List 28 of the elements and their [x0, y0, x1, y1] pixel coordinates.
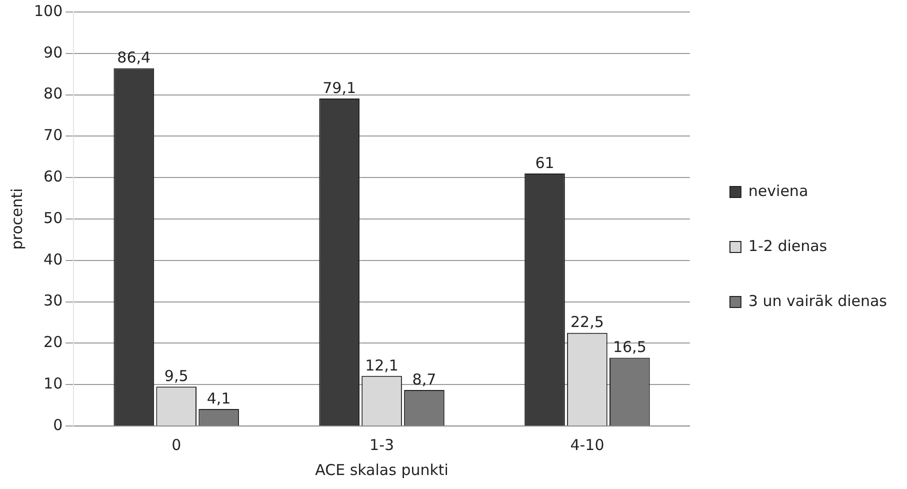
y-tick-label: 10 — [44, 374, 63, 392]
y-tick-label: 80 — [44, 84, 63, 103]
x-tick-label: 1-3 — [370, 436, 394, 454]
text: 79,1 — [322, 78, 356, 97]
y-tick-label: 60 — [44, 167, 63, 186]
text: 9,5 — [164, 367, 188, 386]
x-tick-label: 0 — [172, 436, 182, 454]
legend-label: 3 un vairāk dienas — [748, 292, 888, 310]
y-tick-label: 100 — [34, 2, 63, 20]
x-axis-title: ACE skalas punkti — [315, 460, 448, 479]
text: 16,5 — [612, 338, 646, 356]
x-tick-label: 4-10 — [570, 436, 604, 454]
y-axis-title: procenti — [8, 188, 26, 250]
y-tick-label: 20 — [44, 333, 63, 352]
y-tick-label: 30 — [44, 292, 63, 310]
text: 22,5 — [570, 313, 604, 332]
y-tick-label: 40 — [44, 250, 63, 268]
text: 61 — [535, 154, 554, 172]
text: 86,4 — [117, 48, 151, 67]
legend-label: neviena — [748, 182, 808, 200]
legend-label: 1-2 dienas — [748, 236, 828, 255]
text: 12,1 — [365, 356, 398, 374]
y-tick-label: 70 — [44, 126, 63, 144]
y-tick-label: 0 — [53, 416, 63, 434]
text: 4,1 — [206, 389, 231, 408]
y-tick-label: 90 — [44, 43, 63, 62]
text: 8,7 — [412, 370, 436, 388]
y-tick-label: 50 — [44, 208, 63, 227]
